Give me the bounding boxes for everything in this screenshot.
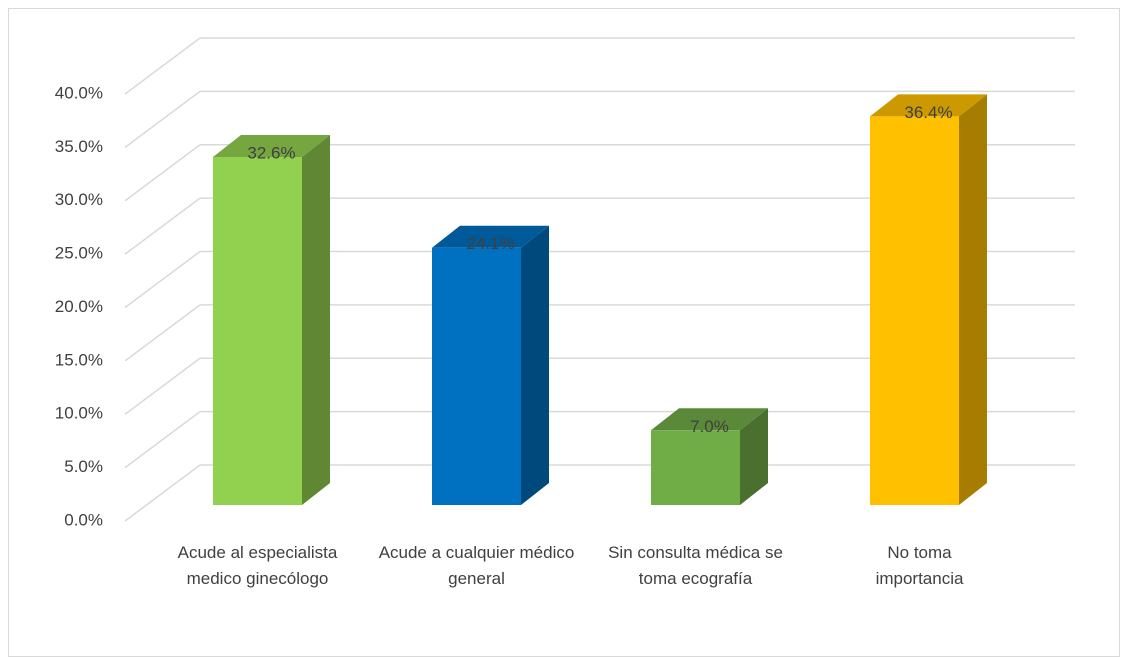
x-tick-label: Acude a cualquier médico general [378, 543, 575, 588]
y-tick-label: 25.0% [55, 244, 103, 263]
y-tick-label: 30.0% [55, 190, 103, 209]
y-tick-label: 40.0% [55, 83, 103, 102]
value-label: 24.1% [466, 234, 514, 253]
y-tick-label: 20.0% [55, 297, 103, 316]
bar-top [432, 225, 549, 248]
bar-top [870, 94, 987, 117]
bar-side [302, 134, 330, 505]
grid-line [124, 90, 201, 148]
grid-line [124, 197, 201, 255]
x-tick-label: Sin consulta médica se toma ecografía [608, 543, 783, 588]
bar-top [651, 408, 768, 431]
grid-line [124, 304, 201, 362]
y-tick-label: 10.0% [55, 404, 103, 423]
bar-side [959, 94, 987, 506]
bar [651, 430, 740, 505]
bar-side [740, 408, 768, 505]
bar [432, 247, 521, 506]
grid-line [124, 464, 201, 522]
bar [213, 156, 302, 505]
value-label: 32.6% [247, 143, 295, 162]
value-label: 7.0% [690, 417, 729, 436]
y-tick-label: 0.0% [64, 510, 103, 529]
bar-side [521, 225, 549, 506]
grid-line [124, 357, 201, 415]
y-tick-label: 5.0% [64, 457, 103, 476]
grid-line [124, 37, 201, 95]
bar-top [213, 134, 330, 157]
value-label: 36.4% [904, 103, 952, 122]
grid-line [124, 144, 201, 202]
bar [870, 116, 959, 506]
y-tick-label: 35.0% [55, 137, 103, 156]
x-tick-label: No toma importancia [875, 543, 964, 588]
grid-line [124, 250, 201, 309]
grid-line [124, 411, 201, 469]
y-tick-label: 15.0% [55, 350, 103, 369]
x-tick-label: Acude al especialista medico ginecólogo [177, 543, 338, 588]
